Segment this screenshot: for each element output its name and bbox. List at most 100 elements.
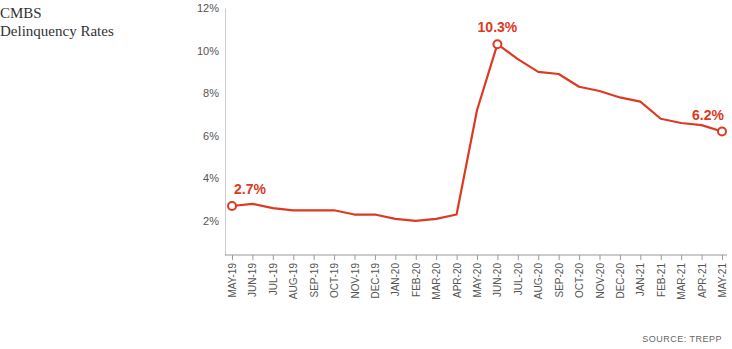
- x-tick-mark: [681, 255, 682, 260]
- x-tick: MAY-19: [227, 255, 238, 297]
- x-tick-mark: [293, 255, 294, 260]
- x-tick-label: JUL-19: [268, 263, 279, 296]
- y-tick-label: 6%: [203, 130, 219, 142]
- x-tick: MAY-20: [472, 255, 483, 297]
- x-tick: NOV-19: [350, 255, 361, 299]
- x-tick-label: MAR-21: [676, 263, 687, 300]
- y-tick-label: 2%: [203, 215, 219, 227]
- x-tick-label: JAN-20: [390, 263, 401, 297]
- x-tick: JUN-20: [492, 255, 503, 297]
- x-tick: JUL-19: [268, 255, 279, 295]
- x-tick-mark: [232, 255, 233, 260]
- x-tick: FEB-20: [411, 255, 422, 297]
- y-tick: 2%: [203, 215, 225, 227]
- y-tick: 4%: [203, 172, 225, 184]
- line: [232, 44, 722, 221]
- y-tick-label: 8%: [203, 87, 219, 99]
- x-tick: MAR-20: [431, 255, 442, 300]
- x-tick-label: FEB-21: [656, 263, 667, 297]
- x-tick-label: FEB-20: [411, 263, 422, 297]
- y-tick: 6%: [203, 130, 225, 142]
- x-tick: MAR-21: [676, 255, 687, 300]
- x-tick-label: JUN-19: [247, 263, 258, 297]
- source-note: SOURCE: TREPP: [642, 334, 722, 344]
- x-tick-mark: [702, 255, 703, 260]
- x-tick-mark: [457, 255, 458, 260]
- x-tick-mark: [620, 255, 621, 260]
- x-tick-label: MAR-20: [431, 263, 442, 300]
- y-axis: 2% 4% 6% 8% 10% 12%: [197, 2, 226, 255]
- x-tick-label: NOV-19: [350, 263, 361, 299]
- x-tick-label: AUG-19: [288, 263, 299, 300]
- marker: [718, 128, 726, 136]
- x-tick-mark: [518, 255, 519, 260]
- x-tick-label: DEC-19: [370, 263, 381, 299]
- x-tick-mark: [579, 255, 580, 260]
- y-tick-label: 12%: [197, 2, 219, 14]
- x-tick: AUG-20: [533, 255, 544, 299]
- x-tick-label: MAY-19: [227, 263, 238, 298]
- plot-area: [228, 40, 726, 221]
- x-tick: OCT-20: [574, 255, 585, 298]
- x-tick-label: SEP-20: [554, 263, 565, 298]
- x-tick: SEP-20: [554, 255, 565, 297]
- x-tick-mark: [559, 255, 560, 260]
- x-tick-mark: [661, 255, 662, 260]
- x-tick-label: NOV-20: [595, 263, 606, 299]
- x-tick-mark: [640, 255, 641, 260]
- x-tick: SEP-19: [309, 255, 320, 297]
- x-tick-mark: [273, 255, 274, 260]
- x-tick-mark: [600, 255, 601, 260]
- title: CMBSDelinquency Rates: [0, 5, 114, 39]
- x-tick: NOV-20: [595, 255, 606, 299]
- x-tick: APR-20: [452, 255, 463, 298]
- x-tick-mark: [355, 255, 356, 260]
- marker: [493, 40, 501, 48]
- data-label: 6.2%: [692, 107, 724, 123]
- data-label: 10.3%: [478, 19, 518, 35]
- x-tick-mark: [395, 255, 396, 260]
- data-label: 2.7%: [234, 181, 266, 197]
- marker: [228, 202, 236, 210]
- x-tick-label: APR-20: [452, 263, 463, 298]
- x-tick: JAN-21: [635, 255, 646, 296]
- x-tick-mark: [436, 255, 437, 260]
- x-tick-label: DEC-20: [615, 263, 626, 299]
- x-tick-label: JUN-20: [492, 263, 503, 297]
- data-labels: 2.7% 10.3% 6.2%: [234, 19, 725, 197]
- x-tick-mark: [334, 255, 335, 260]
- y-tick-label: 10%: [197, 45, 219, 57]
- x-tick: DEC-19: [370, 255, 381, 299]
- x-tick-mark: [314, 255, 315, 260]
- x-tick-mark: [252, 255, 253, 260]
- x-tick-label: JAN-21: [635, 263, 646, 297]
- x-tick-label: SEP-19: [309, 263, 320, 298]
- x-tick: APR-21: [697, 255, 708, 298]
- x-tick-label: MAY-21: [717, 263, 728, 298]
- y-tick-label: 4%: [203, 172, 219, 184]
- y-axis-line: [225, 9, 226, 256]
- x-tick-mark: [722, 255, 723, 260]
- x-tick: DEC-20: [615, 255, 626, 299]
- x-tick: JUN-19: [247, 255, 258, 297]
- x-tick-mark: [416, 255, 417, 260]
- x-tick: OCT-19: [329, 255, 340, 298]
- x-axis-line: [225, 255, 727, 256]
- chart: CMBSDelinquency Rates 2% 4% 6% 8% 10% 12% MAY-1…: [0, 0, 732, 349]
- x-tick-mark: [477, 255, 478, 260]
- x-tick-label: OCT-19: [329, 263, 340, 298]
- y-tick: 8%: [203, 87, 225, 99]
- x-tick-mark: [497, 255, 498, 260]
- x-axis: MAY-19 JUN-19 JUL-19 AUG-19 SEP-19 OCT-19 NOV-…: [225, 255, 728, 300]
- x-tick: FEB-21: [656, 255, 667, 297]
- x-tick-label: OCT-20: [574, 263, 585, 298]
- x-tick-mark: [538, 255, 539, 260]
- x-tick: AUG-19: [288, 255, 299, 299]
- x-tick: JAN-20: [390, 255, 401, 296]
- x-tick-label: JUL-20: [513, 263, 524, 296]
- x-tick-mark: [375, 255, 376, 260]
- y-tick: 10%: [197, 45, 225, 57]
- x-tick-label: AUG-20: [533, 263, 544, 300]
- x-tick-label: MAY-20: [472, 263, 483, 298]
- x-tick-label: APR-21: [697, 263, 708, 298]
